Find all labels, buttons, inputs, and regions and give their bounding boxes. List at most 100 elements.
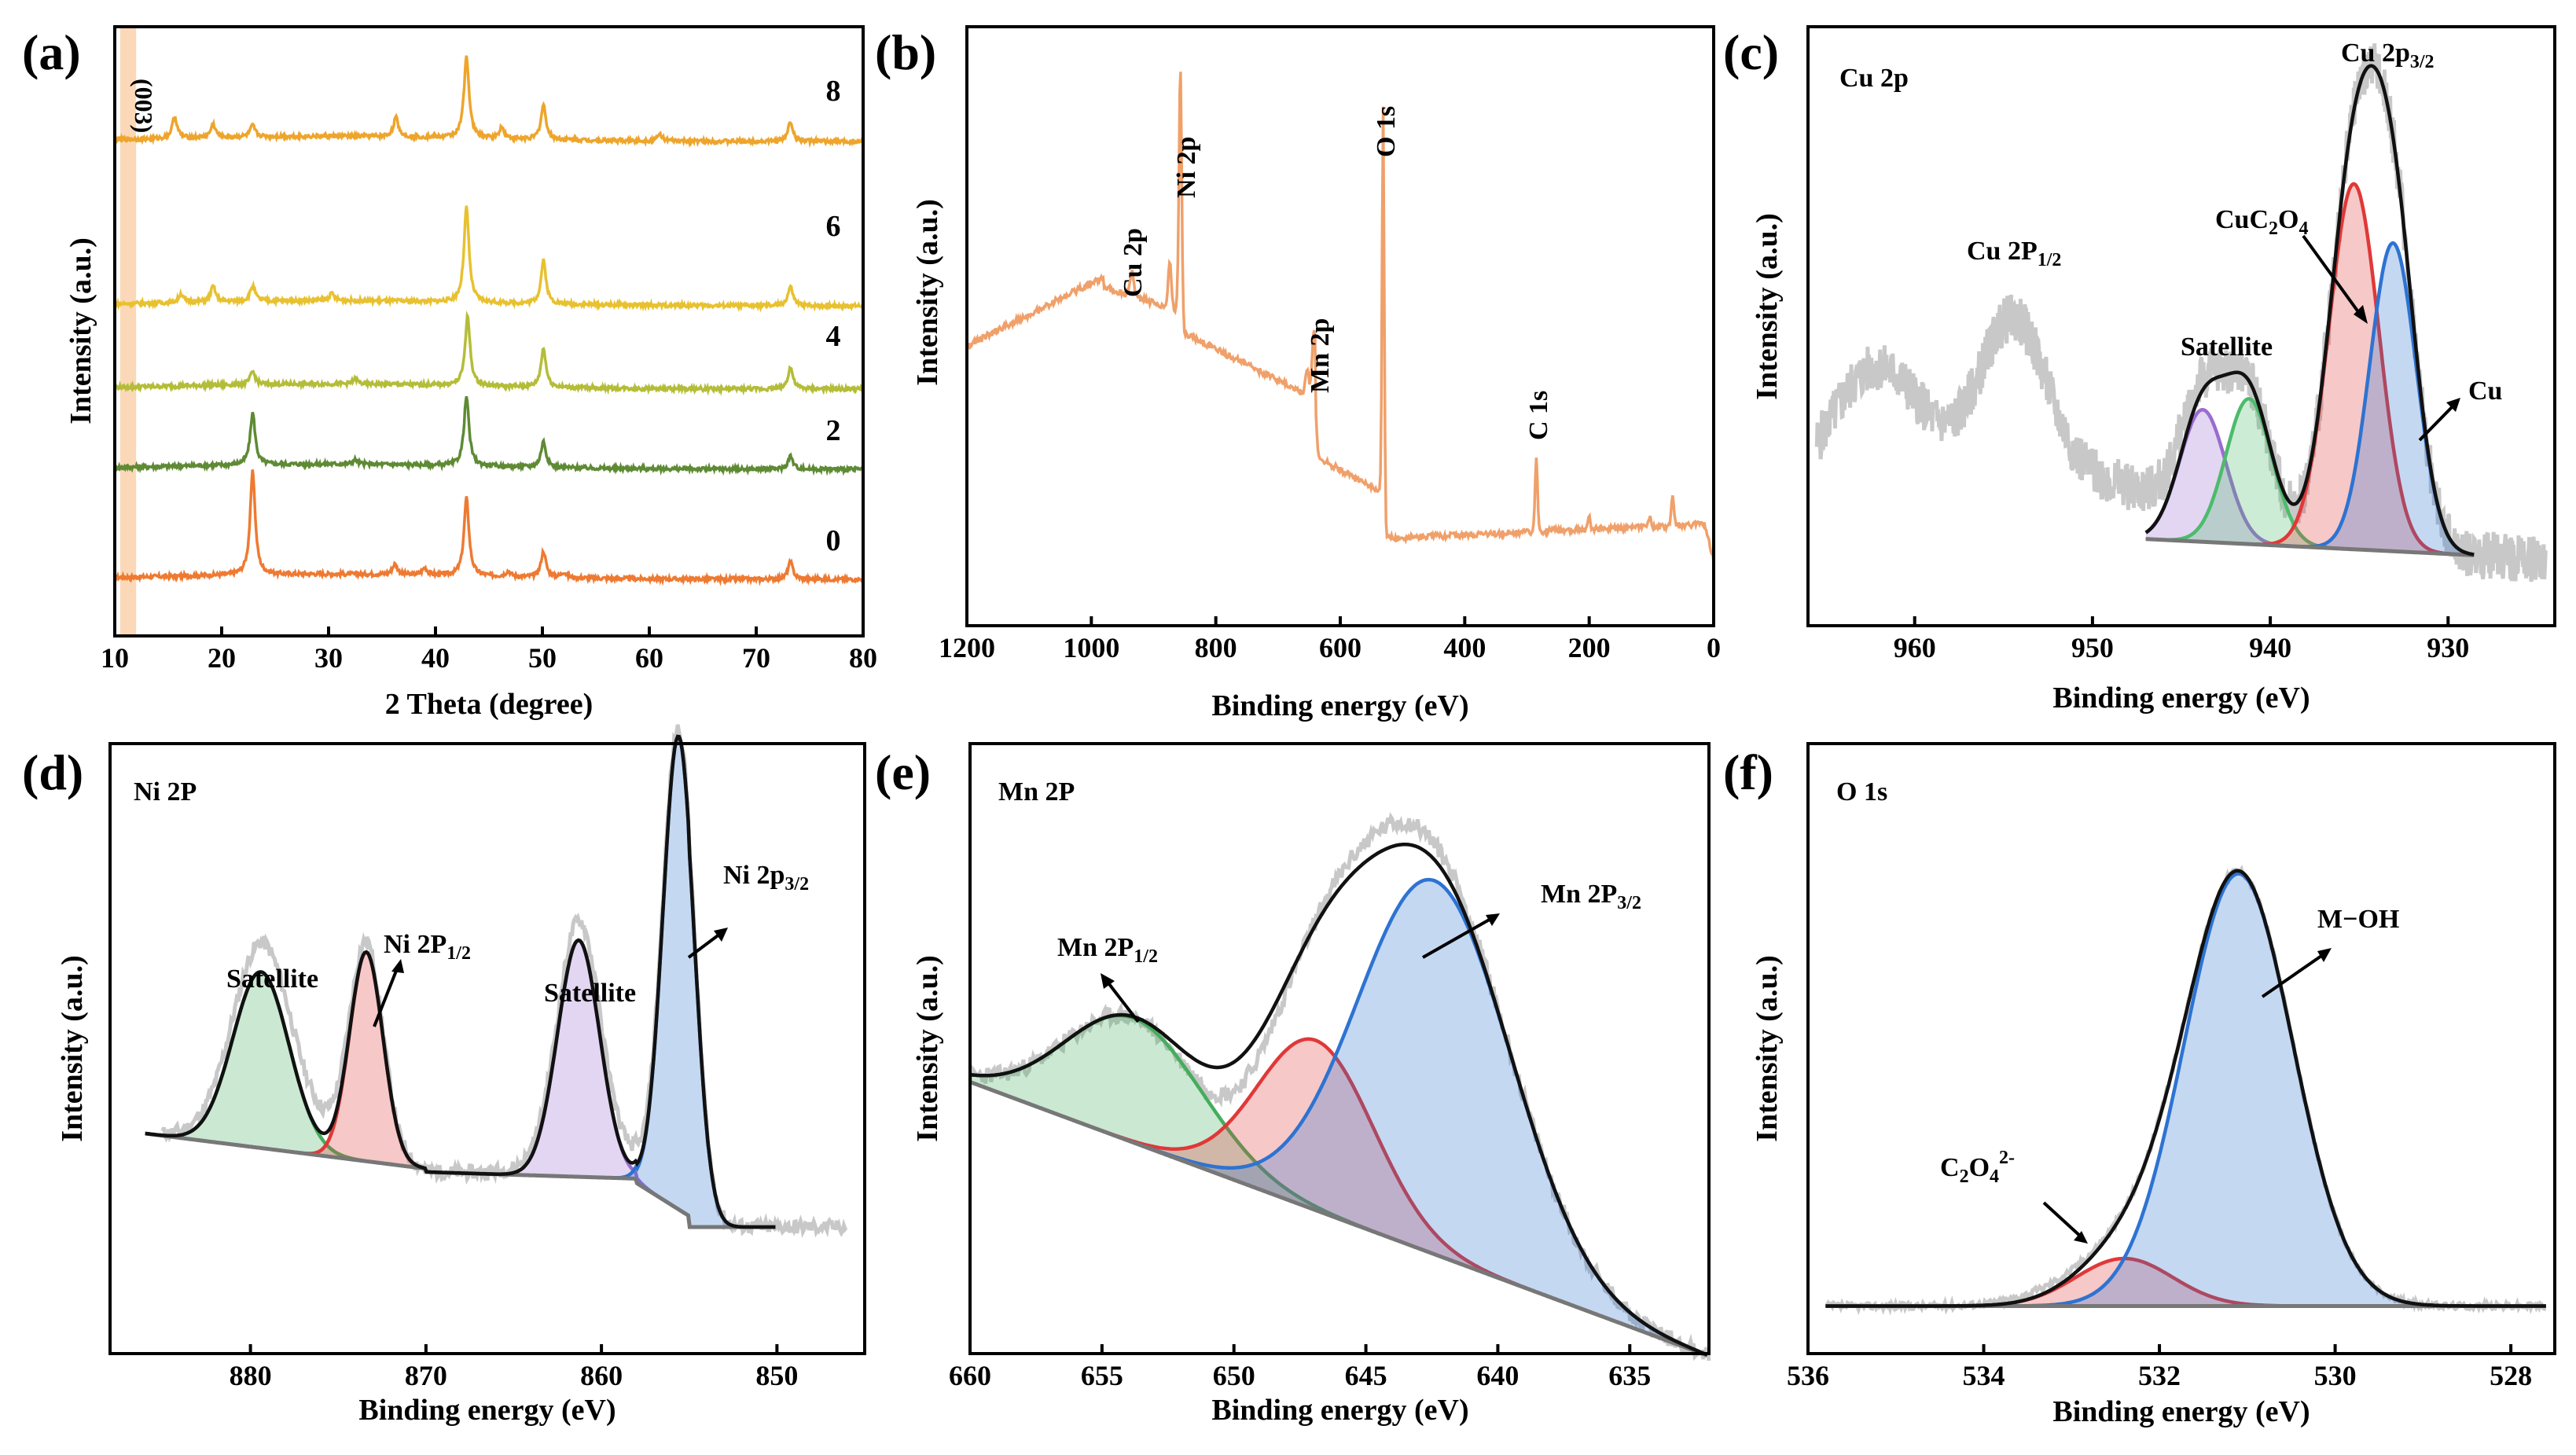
panel-f-anno-c2o4: C2O42- <box>1940 1148 2015 1187</box>
panel-a-tick-label: 80 <box>849 642 877 674</box>
panel-f-component-fill <box>1825 873 2546 1306</box>
panel-a-y-label: Intensity (a.u.) <box>64 237 97 424</box>
panel-f-label: (f) <box>1723 744 1773 800</box>
panel-a-series-2 <box>113 396 865 476</box>
panel-c-arrowhead-cu <box>2446 398 2460 412</box>
panel-a-frame <box>113 25 865 637</box>
panel-a-highlight-rect <box>119 28 137 634</box>
panel-e-anno-mn2p12: Mn 2P1/2 <box>1057 933 1158 967</box>
panel-e-tick-label: 660 <box>949 1360 991 1391</box>
panel-d-x-ticks: 880 870 860 850 <box>230 1344 798 1391</box>
panel-a-tick-label: 70 <box>742 642 770 674</box>
panel-c-annotations: Cu 2p3/2 Cu 2P1/2 CuC2O4 Satellite Cu <box>1967 39 2502 406</box>
panel-c-anno-cuc2o4: CuC2O4 <box>2215 205 2308 239</box>
panel-c-anno-cu2p12: Cu 2P1/2 <box>1967 237 2061 270</box>
panel-a-series-8 <box>113 55 864 149</box>
panel-f-component-fill <box>1825 1258 2546 1306</box>
panel-f-anno-moh: M−OH <box>2317 905 2399 934</box>
panel-e-y-label: Intensity (a.u.) <box>911 955 944 1142</box>
panel-c-tick-label: 930 <box>2427 632 2469 663</box>
panel-a-series-label: 4 <box>826 320 841 353</box>
panel-e-annotations: Mn 2P1/2 Mn 2P3/2 <box>1057 880 1641 967</box>
panel-a-series-4 <box>113 310 865 396</box>
panel-f-tick-label: 534 <box>1963 1360 2005 1391</box>
panel-e-fit <box>968 812 1711 1361</box>
panel-e-arrows <box>1101 913 1500 1023</box>
panel-f-arrow-moh <box>2261 953 2325 998</box>
panel-d-frame <box>108 742 866 1355</box>
panel-f-envelope-line <box>1825 869 2546 1308</box>
panel-a-series-label: 0 <box>826 524 841 557</box>
panel-a-series-labels: 0 2 4 6 8 <box>826 75 841 557</box>
panel-c-component-fill <box>2145 243 2475 556</box>
panel-c-label: (c) <box>1723 24 1779 80</box>
panel-c-fit <box>1814 43 2548 582</box>
panel-b-annotations: Cu 2p Ni 2p Mn 2p O 1s C 1s <box>1119 106 1553 440</box>
panel-f-arrows <box>2042 948 2332 1244</box>
panel-f-x-ticks: 536 534 532 530 528 <box>1787 1344 2532 1391</box>
panel-d-fit <box>145 724 848 1239</box>
panel-e-tick-label: 655 <box>1081 1360 1123 1391</box>
panel-c-y-label: Intensity (a.u.) <box>1751 213 1784 400</box>
panel-b-x-ticks: 1200 1000 800 600 400 200 0 <box>939 616 1721 663</box>
panel-c-tick-label: 950 <box>2071 632 2114 663</box>
panel-a-series-0 <box>114 469 865 586</box>
panel-b-x-label: Binding energy (eV) <box>1211 689 1468 722</box>
panel-a-x-ticks: 10 20 30 40 50 60 70 80 <box>101 626 877 674</box>
panel-b-y-label: Intensity (a.u.) <box>911 199 944 386</box>
panel-a-tick-label: 50 <box>528 642 557 674</box>
panel-f-tick-label: 536 <box>1787 1360 1829 1391</box>
panel-b-anno-ni2p: Ni 2p <box>1172 137 1201 198</box>
panel-c-tick-label: 960 <box>1894 632 1936 663</box>
panel-d-x-label: Binding energy (eV) <box>358 1394 616 1427</box>
panel-c-component-fill <box>2145 410 2475 556</box>
panel-d-anno-ni2p12: Ni 2P1/2 <box>384 930 471 964</box>
panel-f-tick-label: 528 <box>2490 1360 2532 1391</box>
panel-e-envelope-line <box>969 842 1708 1357</box>
panel-b-tick-label: 1200 <box>939 632 995 663</box>
panel-d: (d) Ni 2P Satellite Ni 2P1/2 Satellite N… <box>22 724 866 1427</box>
panel-e-component-fill <box>970 1015 1707 1356</box>
panel-a-x-label: 2 Theta (degree) <box>385 688 593 721</box>
panel-a-series-label: 6 <box>826 210 841 243</box>
panel-e-x-label: Binding energy (eV) <box>1211 1394 1468 1427</box>
panel-e-background-line <box>969 1080 1708 1358</box>
panel-b-spectrum <box>965 72 1715 562</box>
panel-d-y-label: Intensity (a.u.) <box>56 955 89 1142</box>
panel-a-series-label: 8 <box>826 75 841 108</box>
panel-d-arrow-ni2p32 <box>687 932 722 959</box>
panel-e-anno-mn2p32: Mn 2P3/2 <box>1541 880 1641 913</box>
panel-c-component-fill <box>2145 184 2475 556</box>
panel-b-tick-label: 800 <box>1195 632 1237 663</box>
panel-c-anno-cu: Cu <box>2468 377 2502 406</box>
panel-c-anno-cu2p32: Cu 2p3/2 <box>2341 39 2435 72</box>
panel-f-title: O 1s <box>1836 777 1887 806</box>
panel-c-arrowhead-cuc2o4 <box>2354 305 2368 324</box>
panel-f: (f) O 1s C2O42- M−OH 536 534 532 530 528 Bin… <box>1723 742 2556 1428</box>
panel-d-anno-ni2p32: Ni 2p3/2 <box>723 861 809 895</box>
panel-d-anno-satellite-2: Satellite <box>544 979 636 1008</box>
panel-b-label: (b) <box>875 24 936 80</box>
panel-d-tick-label: 860 <box>580 1360 623 1391</box>
panel-b-tick-label: 400 <box>1443 632 1486 663</box>
panel-e-label: (e) <box>875 744 931 800</box>
panel-a-tick-label: 30 <box>314 642 343 674</box>
panel-e-arrow-mn2p32 <box>1422 917 1493 959</box>
panel-e-component-fill <box>970 1038 1707 1356</box>
panel-c-component-fill <box>2145 399 2475 556</box>
panel-f-arrowhead-moh <box>2317 948 2332 962</box>
panel-a-label: (a) <box>22 24 81 80</box>
panel-c-envelope-line <box>2144 64 2475 557</box>
panel-c: (c) Cu 2p Cu 2p3/2 Cu 2P1/2 CuC2O4 Satel… <box>1723 24 2556 715</box>
panel-e-tick-label: 640 <box>1476 1360 1519 1391</box>
panel-c-background-line <box>2145 537 2475 557</box>
panel-e-tick-label: 650 <box>1213 1360 1255 1391</box>
panel-d-tick-label: 870 <box>405 1360 447 1391</box>
panel-a: (a) (003) 0 2 4 6 8 10 20 30 40 50 60 70 80 2 Theta… <box>22 24 877 721</box>
panel-c-frame <box>1806 25 2556 627</box>
panel-b-anno-c1s: C 1s <box>1524 391 1553 440</box>
panel-a-tick-label: 10 <box>101 642 129 674</box>
panel-f-frame <box>1806 742 2556 1355</box>
panel-f-fit <box>1825 864 2546 1316</box>
